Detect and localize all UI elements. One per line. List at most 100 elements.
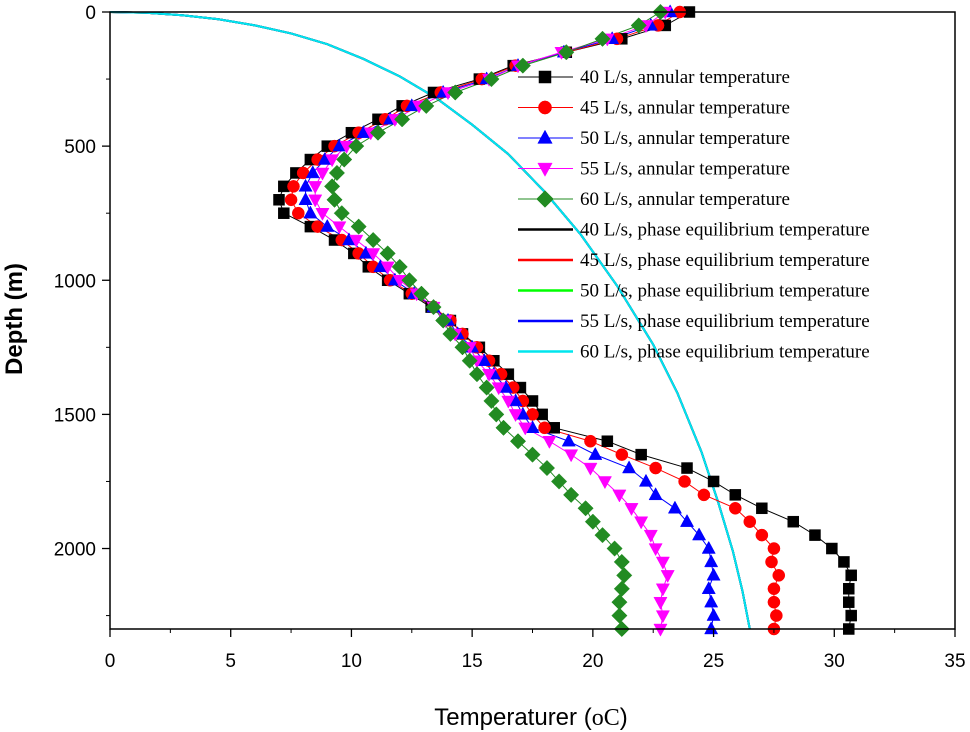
data-point-triangle-up — [588, 446, 603, 460]
data-point-triangle-down — [501, 395, 516, 409]
data-point-diamond — [551, 473, 568, 490]
data-point-square — [278, 207, 290, 219]
data-point-triangle-up — [638, 473, 653, 487]
y-axis-ticks: 0 500 1000 1500 2000 — [54, 3, 110, 617]
data-point-triangle-up — [704, 621, 719, 635]
x-tick-label: 10 — [341, 651, 362, 672]
legend-label: 60 L/s, phase equilibrium temperature — [580, 342, 870, 363]
x-axis-ticks: 0 5 10 15 20 25 30 35 — [105, 629, 966, 672]
data-point-square — [756, 502, 768, 515]
data-point-triangle-down — [491, 382, 506, 396]
data-point-triangle-up — [692, 527, 707, 541]
data-point-triangle-down — [643, 529, 658, 543]
data-point-circle — [538, 100, 552, 115]
data-point-triangle-up — [298, 178, 313, 192]
data-point-triangle-down — [634, 516, 649, 530]
data-point-diamond — [336, 151, 353, 168]
legend-item: 40 L/s, phase equilibrium temperature — [518, 220, 870, 241]
data-point-diamond — [594, 527, 611, 544]
y-axis-title: Depth (m) — [1, 263, 28, 375]
data-point-diamond — [495, 419, 512, 436]
data-point-triangle-up — [561, 433, 576, 447]
data-point-diamond — [558, 44, 575, 61]
data-point-circle — [292, 206, 305, 220]
data-point-triangle-down — [518, 422, 533, 436]
data-point-diamond — [488, 406, 505, 423]
data-point-triangle-down — [583, 462, 598, 476]
annular-series-markers — [273, 3, 857, 638]
data-point-triangle-up — [622, 460, 637, 474]
data-point-square — [538, 70, 552, 84]
data-point-diamond — [514, 57, 531, 74]
data-point-diamond — [401, 272, 418, 289]
data-point-diamond — [418, 97, 435, 114]
data-point-diamond — [468, 366, 486, 383]
y-tick-label: 0 — [85, 3, 96, 24]
data-point-square — [681, 462, 693, 474]
data-point-circle — [743, 515, 757, 528]
y-tick-label: 1500 — [54, 405, 96, 426]
data-point-triangle-down — [325, 154, 340, 168]
data-point-square — [787, 515, 799, 528]
legend-item: 45 L/s, annular temperature — [518, 98, 790, 119]
data-point-square — [845, 569, 857, 582]
data-point-circle — [767, 595, 781, 609]
data-point-triangle-down — [655, 610, 670, 624]
series-markers-group — [324, 3, 669, 638]
data-point-triangle-down — [308, 194, 323, 208]
data-point-diamond — [594, 30, 611, 47]
data-point-diamond — [442, 325, 459, 342]
data-point-square — [809, 529, 821, 541]
data-point-triangle-up — [701, 581, 716, 594]
x-tick-label: 30 — [824, 651, 845, 672]
legend-item: 40 L/s, annular temperature — [518, 67, 790, 88]
data-point-circle — [770, 609, 783, 622]
data-point-diamond — [326, 191, 343, 208]
data-point-circle — [767, 582, 781, 596]
data-point-square — [838, 556, 850, 568]
data-point-diamond — [483, 392, 500, 410]
data-point-diamond — [350, 218, 367, 235]
x-axis-title-unit: oC — [592, 705, 620, 731]
data-point-diamond — [324, 178, 341, 195]
data-point-triangle-down — [655, 583, 670, 597]
legend-item: 55 L/s, phase equilibrium temperature — [518, 311, 870, 332]
x-tick-label: 20 — [582, 651, 603, 672]
data-point-diamond — [348, 138, 365, 155]
data-point-triangle-up — [704, 554, 719, 568]
data-point-triangle-up — [667, 500, 682, 514]
data-point-diamond — [413, 285, 430, 302]
legend-item: 60 L/s, phase equilibrium temperature — [518, 342, 870, 363]
data-point-diamond — [365, 231, 382, 249]
x-axis-title-close: ) — [620, 704, 628, 731]
data-point-triangle-up — [701, 540, 716, 554]
legend: 40 L/s, annular temperature 45 L/s, annul… — [518, 67, 870, 363]
x-axis-title: Temperaturer (oC) — [434, 704, 627, 731]
data-point-triangle-down — [366, 248, 381, 262]
data-point-diamond — [613, 580, 630, 597]
data-point-diamond — [509, 433, 527, 450]
data-point-triangle-down — [653, 596, 668, 610]
data-point-triangle-down — [624, 503, 639, 516]
data-point-triangle-up — [305, 165, 320, 179]
legend-label: 40 L/s, annular temperature — [580, 67, 790, 88]
data-point-circle — [287, 180, 300, 193]
data-point-diamond — [606, 540, 623, 557]
data-point-circle — [538, 421, 551, 435]
x-tick-label: 35 — [944, 651, 965, 672]
data-point-triangle-down — [655, 556, 670, 570]
data-point-triangle-down — [349, 234, 364, 248]
data-point-triangle-down — [660, 570, 675, 584]
legend-label: 50 L/s, phase equilibrium temperature — [580, 281, 870, 302]
x-tick-label: 15 — [462, 651, 483, 672]
legend-item: 50 L/s, annular temperature — [518, 128, 790, 149]
data-point-triangle-up — [706, 607, 721, 621]
data-point-square — [635, 448, 647, 461]
data-point-triangle-up — [303, 205, 318, 219]
data-point-diamond — [524, 446, 541, 463]
data-point-diamond — [391, 258, 408, 275]
data-point-triangle-up — [704, 594, 719, 608]
data-point-diamond — [538, 459, 556, 477]
data-point-circle — [697, 488, 711, 502]
